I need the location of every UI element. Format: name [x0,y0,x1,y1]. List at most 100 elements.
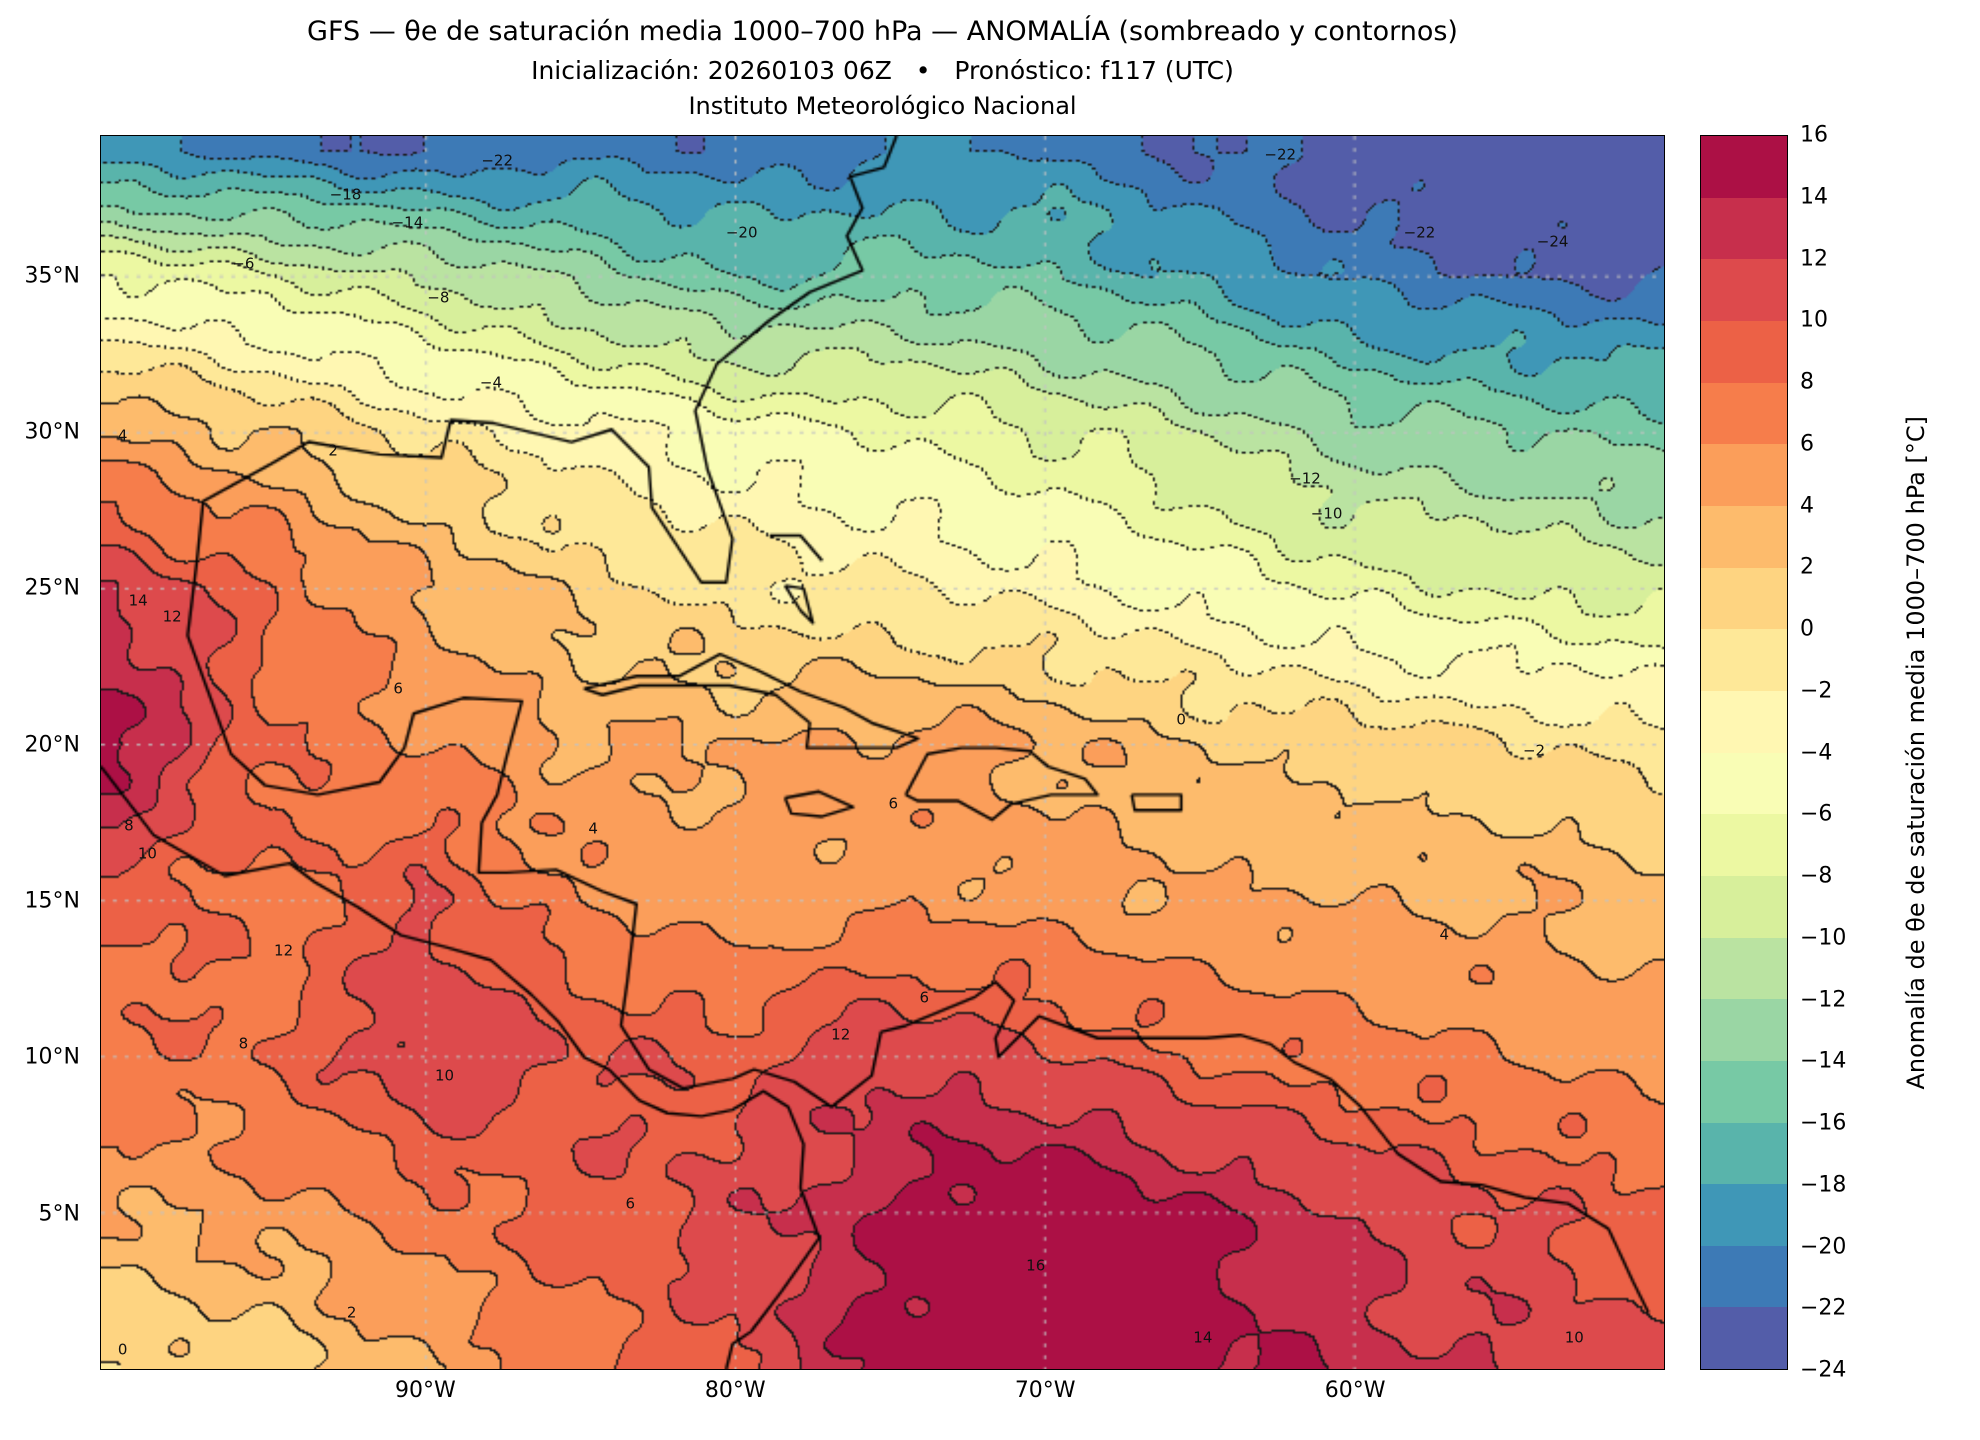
contour-label: −12 [1289,469,1321,488]
colorbar-segment [1701,999,1787,1061]
colorbar-tick-label: 14 [1800,184,1828,210]
lat-tick-label: 15°N [24,888,80,914]
lon-tick-label: 90°W [395,1378,456,1403]
contour-label-layer: −18 −22 −14 −6 −8 −20 −22 −22 −24 −4 −12 −10 4 2 6 14 12… [101,136,1664,1369]
colorbar-tick-label: −2 [1800,678,1833,704]
contour-label: 10 [435,1066,455,1085]
colorbar-tick-label: −10 [1800,925,1847,951]
contour-label: −24 [1536,232,1569,251]
contour-label: −4 [479,373,503,392]
colorbar-tick-label: 16 [1800,122,1828,148]
colorbar-tick-label: 8 [1800,369,1814,395]
colorbar-segment [1701,505,1787,568]
lon-axis: 90°W 80°W 70°W 60°W [100,1378,1665,1412]
colorbar-segment [1701,444,1787,506]
contour-label: 12 [162,607,182,626]
lat-axis: 35°N 30°N 25°N 20°N 15°N 10°N 5°N [0,135,92,1370]
colorbar-segment [1701,814,1787,876]
colorbar-tick-label: −22 [1800,1295,1847,1321]
contour-label: 2 [346,1303,357,1322]
contour-label: −10 [1310,504,1343,523]
colorbar-tick-label: 0 [1800,616,1814,642]
colorbar-segment [1701,197,1787,260]
contour-label: 8 [124,816,134,835]
lat-tick-label: 25°N [24,575,80,601]
contour-label: −6 [232,254,255,273]
colorbar-segment [1701,136,1787,198]
contour-label: 14 [128,591,148,610]
colorbar-segment [1701,875,1787,938]
colorbar-label: Anomalía de θe de saturación media 1000–… [1902,415,1930,1090]
contour-label: 12 [831,1025,851,1044]
contour-label: 16 [1026,1256,1046,1275]
lat-tick-label: 20°N [24,732,80,758]
colorbar-tick-label: −8 [1800,863,1833,889]
chart-institution: Instituto Meteorológico Nacional [688,92,1077,120]
colorbar-tick-label: 4 [1800,493,1814,518]
contour-label: 2 [328,441,338,460]
colorbar-segment [1701,629,1787,691]
lon-tick-label: 70°W [1014,1378,1076,1403]
colorbar-ticks: 16 14 12 10 8 6 4 2 0 −2 −4 −6 −8 −10 −12 −14 −16 −18 −20 −… [1800,123,1890,1383]
colorbar-segment [1701,690,1787,753]
colorbar-segment [1701,937,1787,1000]
contour-label: 4 [1439,925,1450,944]
map-plot: −18 −22 −14 −6 −8 −20 −22 −22 −24 −4 −12 −10 4 2 6 14 12… [100,135,1665,1370]
colorbar-segment [1701,1122,1787,1185]
colorbar-tick-label: −14 [1800,1048,1847,1074]
contour-label: −20 [725,223,758,242]
lat-tick-label: 35°N [24,263,80,289]
colorbar-segment [1701,320,1787,383]
contour-label: 0 [1176,710,1186,729]
contour-label: −8 [427,288,450,307]
contour-label: 6 [919,988,930,1007]
figure-titles: GFS — θe de saturación media 1000–700 hP… [100,16,1665,120]
chart-subtitle: Inicialización: 20260103 06Z • Pronóstic… [531,56,1234,85]
contour-label: 6 [888,794,899,813]
colorbar-tick-label: −24 [1800,1357,1847,1383]
contour-label: 8 [238,1034,249,1053]
colorbar-segment [1701,752,1787,815]
contour-label: −14 [391,213,424,232]
colorbar [1700,135,1788,1370]
colorbar-segment [1701,1245,1787,1308]
colorbar-tick-label: 6 [1800,431,1814,457]
contour-label: −2 [1522,741,1546,760]
contour-label: 6 [393,679,403,697]
colorbar-segment [1701,382,1787,445]
contour-label: −18 [329,185,362,204]
colorbar-segment [1701,259,1787,321]
colorbar-tick-label: 12 [1800,246,1828,271]
colorbar-tick-label: −4 [1800,740,1833,765]
colorbar-tick-label: 10 [1800,307,1828,333]
anomaly-map-canvas [101,136,1664,1369]
contour-label: −22 [481,151,513,170]
colorbar-tick-label: −6 [1800,801,1833,827]
contour-label: 12 [274,941,294,960]
contour-label: 10 [1564,1328,1584,1347]
lon-tick-label: 80°W [704,1378,766,1403]
lon-tick-label: 60°W [1324,1378,1386,1403]
lat-tick-label: 5°N [38,1201,80,1227]
contour-label: −22 [1403,223,1436,242]
colorbar-tick-label: −18 [1800,1172,1847,1198]
lat-tick-label: 10°N [24,1044,80,1070]
contour-label: 4 [588,819,598,838]
contour-label: 10 [137,844,157,863]
colorbar-segment [1701,1184,1787,1246]
colorbar-segment [1701,567,1787,630]
chart-title: GFS — θe de saturación media 1000–700 hP… [307,16,1458,47]
colorbar-tick-label: −12 [1800,987,1847,1012]
colorbar-tick-label: −16 [1800,1110,1847,1136]
colorbar-segment [1701,1060,1787,1123]
colorbar-tick-label: −20 [1800,1234,1847,1259]
contour-label: −22 [1264,145,1297,164]
colorbar-segment [1701,1307,1787,1370]
contour-label: 0 [117,1340,128,1359]
colorbar-tick-label: 2 [1800,554,1814,580]
contour-label: 14 [1193,1328,1213,1347]
contour-label: 6 [625,1194,636,1213]
colorbar-label-box: Anomalía de θe de saturación media 1000–… [1886,135,1946,1370]
lat-tick-label: 30°N [24,419,80,445]
